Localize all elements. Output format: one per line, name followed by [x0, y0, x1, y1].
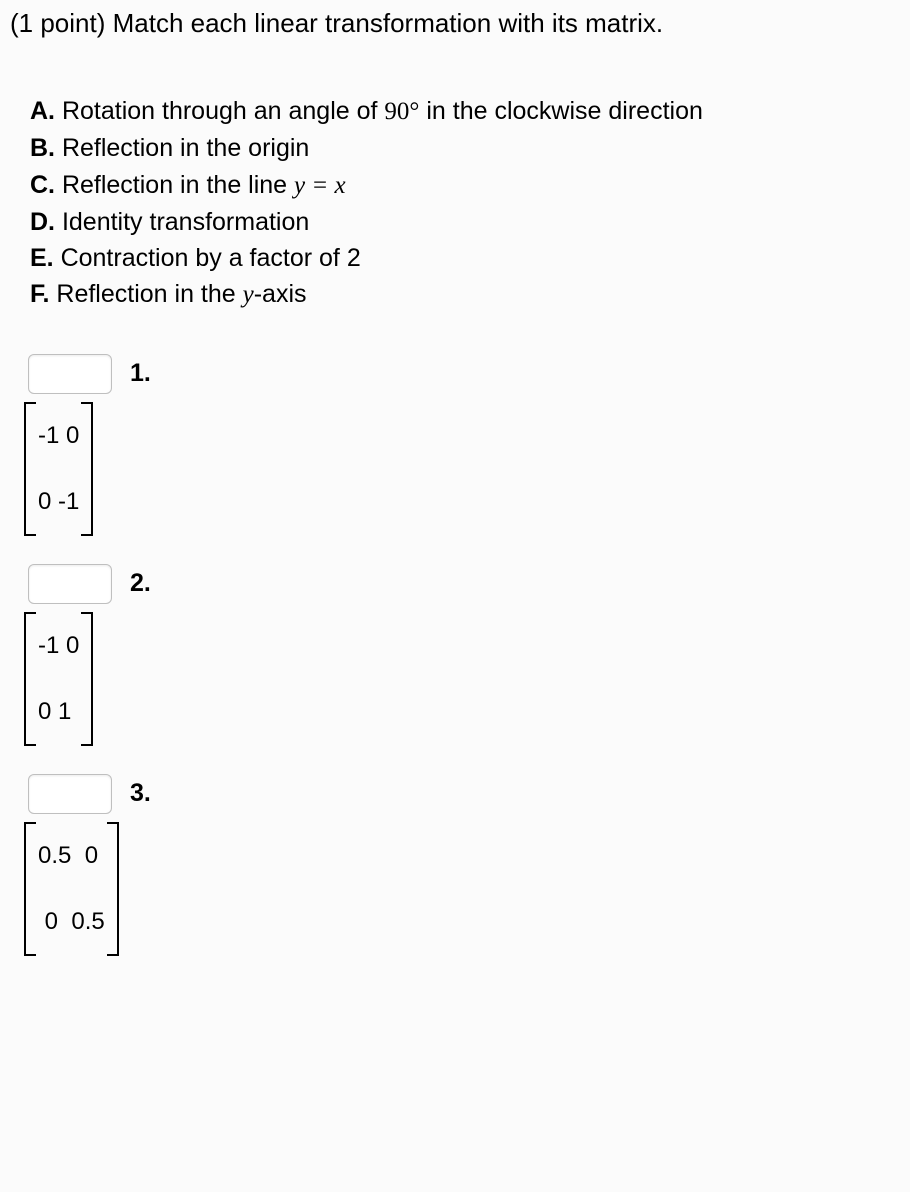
option-text-after: in the clockwise direction — [419, 97, 702, 125]
answer-row: 1. — [28, 354, 900, 394]
matrix: -1 0 0 -1 — [24, 402, 93, 536]
matrix-row: 0.5 0 — [38, 844, 105, 868]
question-number: 3. — [130, 779, 151, 808]
matrix-gap — [38, 868, 105, 910]
question-number: 2. — [130, 569, 151, 598]
matrix-row: -1 0 — [38, 424, 79, 448]
matrix-gap — [38, 658, 79, 700]
option-d: D. Identity transformation — [30, 204, 900, 240]
matrix-gap — [38, 448, 79, 490]
option-math: y — [243, 281, 254, 308]
option-letter: B. — [30, 134, 55, 162]
option-math: 90° — [384, 98, 419, 125]
option-text-after: -axis — [254, 280, 307, 308]
answer-input-2[interactable] — [28, 564, 112, 604]
matrix-row: 0 -1 — [38, 490, 79, 514]
option-a: A. Rotation through an angle of 90° in t… — [30, 93, 900, 130]
matrix-2: -1 0 0 1 — [24, 612, 900, 746]
answer-input-3[interactable] — [28, 774, 112, 814]
option-text: Reflection in the — [49, 280, 242, 308]
question-prompt: (1 point) Match each linear transformati… — [10, 8, 900, 39]
question-number: 1. — [130, 359, 151, 388]
options-list: A. Rotation through an angle of 90° in t… — [10, 93, 900, 314]
matrix: 0.5 0 0 0.5 — [24, 822, 119, 956]
page: (1 point) Match each linear transformati… — [0, 0, 910, 986]
option-b: B. Reflection in the origin — [30, 130, 900, 166]
question-2: 2. -1 0 0 1 — [10, 564, 900, 746]
option-c: C. Reflection in the line y = x — [30, 167, 900, 204]
option-text: Reflection in the origin — [55, 134, 309, 162]
matrix-row: 0 0.5 — [38, 910, 105, 934]
option-letter: D. — [30, 208, 55, 236]
option-e: E. Contraction by a factor of 2 — [30, 240, 900, 276]
answer-input-1[interactable] — [28, 354, 112, 394]
option-letter: F. — [30, 280, 49, 308]
option-text: Reflection in the line — [55, 171, 294, 199]
answer-row: 2. — [28, 564, 900, 604]
option-text: Identity transformation — [55, 208, 309, 236]
option-letter: A. — [30, 97, 55, 125]
matrix-row: 0 1 — [38, 700, 79, 724]
matrix-3: 0.5 0 0 0.5 — [24, 822, 900, 956]
matrix-row: -1 0 — [38, 634, 79, 658]
option-letter: C. — [30, 171, 55, 199]
matrix-1: -1 0 0 -1 — [24, 402, 900, 536]
answer-row: 3. — [28, 774, 900, 814]
option-text: Rotation through an angle of — [55, 97, 384, 125]
option-text: Contraction by a factor of 2 — [54, 244, 361, 272]
option-letter: E. — [30, 244, 54, 272]
matrix: -1 0 0 1 — [24, 612, 93, 746]
question-1: 1. -1 0 0 -1 — [10, 354, 900, 536]
question-3: 3. 0.5 0 0 0.5 — [10, 774, 900, 956]
option-f: F. Reflection in the y-axis — [30, 276, 900, 313]
option-math: y = x — [294, 172, 346, 199]
